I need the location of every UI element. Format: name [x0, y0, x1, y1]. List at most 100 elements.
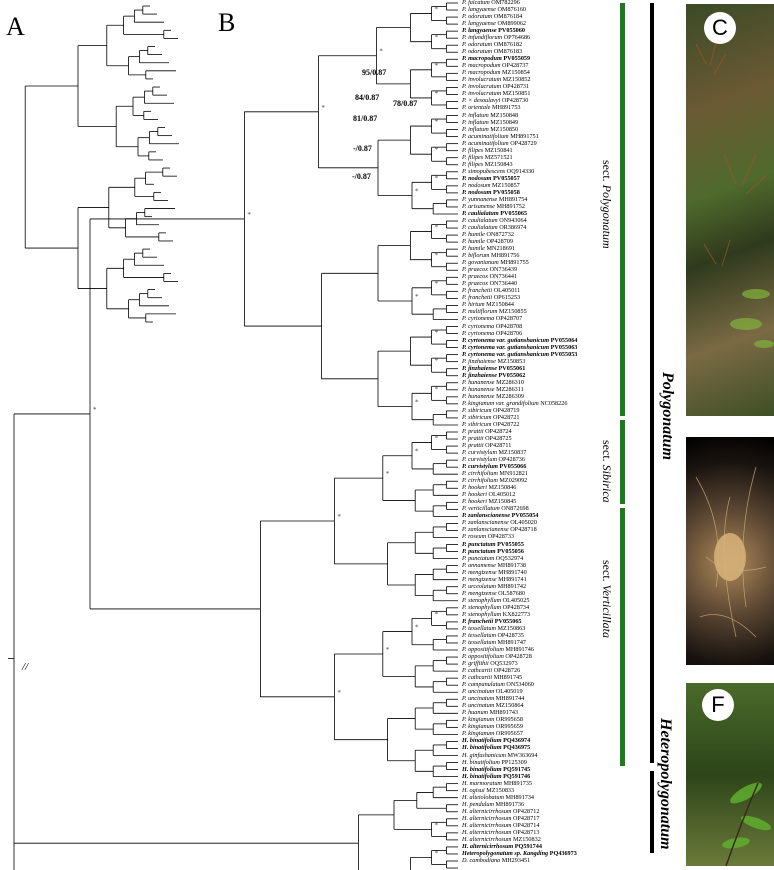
leaf-accession: OP428730	[501, 97, 529, 105]
leaf-label: P. punctatum OQ532974	[462, 554, 523, 563]
leaf-species: H. ginfushanicum	[462, 751, 506, 759]
leaf-species: P. cyrtonema	[462, 329, 495, 337]
leaf-accession: PV055056	[497, 547, 524, 555]
leaf-accession: MZ150863	[497, 624, 526, 632]
leaf-accession: OL405019	[495, 688, 523, 696]
leaf-label: P. franchetii PV055065	[462, 618, 522, 626]
leaf-accession: PQ591744	[514, 842, 542, 850]
panel-label-b: B	[218, 8, 236, 37]
leaf-label: P. tessellatum OP428735	[462, 632, 524, 640]
leaf-label: P. stenophyllum KX822773	[462, 610, 530, 619]
leaf-species: P. stenophyllum	[462, 603, 502, 611]
leaf-species: P. filipes	[462, 146, 484, 154]
leaf-accession: NC058226	[540, 399, 568, 407]
leaf-species: P. yunnanense	[462, 195, 498, 203]
leaf-label: P. govanianum MH891755	[462, 259, 529, 267]
leaf-accession: PV055066	[499, 463, 527, 471]
leaf-species: P. cathcartii	[462, 667, 493, 675]
support-value: 78/0.87	[393, 99, 418, 108]
leaf-label: P. zanlanscianense OL405020	[462, 520, 537, 527]
leaf-accession: OP428731	[502, 83, 530, 91]
leaf-label: H. ogisui MZ150833	[462, 787, 514, 795]
leaf-label: P. prattii OP428711	[462, 442, 511, 450]
leaf-label: P. sibiricum OP428719	[462, 407, 519, 415]
leaf-species: P. odoratum	[462, 13, 493, 21]
leaf-species: H. pendulum	[462, 800, 494, 808]
leaf-species: P. langyaense	[462, 6, 496, 14]
leaf-accession: MZ150857	[491, 181, 520, 189]
leaf-accession: PQ436975	[503, 744, 531, 752]
leaf-label: P. campanulatum ON534060	[462, 681, 534, 689]
leaf-species: P. nodosum	[462, 188, 492, 196]
leaf-accession: MH891743	[489, 709, 519, 717]
leaf-species: Heteropolygonatum sp. Kangding	[462, 849, 549, 857]
leaf-accession: MH891754	[498, 195, 528, 203]
leaf-accession: MH891747	[497, 638, 527, 646]
section-label-sibirica: sect. Sibirica	[600, 440, 614, 503]
leaf-label: H. alternicirrhosum OP428717	[462, 814, 539, 823]
leaf-accession: PV055057	[493, 174, 520, 182]
leaf-label: P. cyrtonema var. gutianshanicum PV05506…	[462, 343, 578, 352]
leaf-species: P. involucratum	[462, 90, 502, 98]
leaf-accession: ON736441	[489, 273, 518, 281]
leaf-label: H. alteiolobatum MH891734	[462, 794, 534, 802]
leaf-label: P. hunanense MZ286311	[462, 386, 524, 394]
leaf-accession: MH891742	[497, 582, 527, 590]
leaf-accession: ON736440	[489, 280, 518, 288]
leaf-accession: MW363694	[507, 751, 538, 759]
leaf-species: P. falcatum	[462, 0, 490, 6]
leaf-species: P. langyaense	[462, 20, 496, 28]
leaf-species: H. alternicirrhosum	[462, 814, 512, 822]
leaf-species: H. alternicirrhosum	[462, 842, 514, 850]
leaf-species: H. binatifolium	[462, 737, 502, 745]
leaf-accession: MZ150846	[488, 484, 517, 492]
leaf-label: P. inflatum MZ150849	[462, 119, 518, 127]
leaf-species: P. macropodum	[462, 69, 501, 77]
leaf-accession: MH891741	[498, 575, 527, 583]
leaf-accession: MH891753	[491, 104, 521, 112]
leaf-label: P. orientale MH891753	[462, 105, 521, 112]
leaf-accession: PV055053	[550, 350, 578, 358]
leaf-label: P. langyaense PV055060	[462, 27, 525, 35]
leaf-accession: PQ591746	[503, 772, 531, 780]
leaf-label: P. mengtzense MH891740	[462, 569, 527, 577]
support-value: -/0.87	[353, 144, 372, 153]
section-bar-sibirica	[620, 420, 625, 504]
leaf-species: P. filipes	[462, 160, 484, 168]
leaf-species: P. cyrtonema var. gutianshanicum	[462, 343, 550, 351]
section-bar-polygonatum	[620, 3, 625, 416]
leaf-accession: OL405020	[510, 519, 537, 527]
svg-text:*: *	[435, 146, 439, 154]
leaf-accession: MZ150864	[495, 702, 524, 710]
leaf-species: P. huanum	[462, 709, 489, 717]
leaf-species: P. mengtzense	[462, 589, 497, 597]
svg-text:*: *	[435, 280, 439, 288]
leaf-accession: MZ150844	[486, 301, 514, 309]
leaf-label: P. uncinatum MZ150864	[462, 703, 524, 710]
leaf-species: P. cyrtonema	[462, 322, 495, 330]
leaf-accession: OP428709	[486, 238, 513, 246]
leaf-species: P. stenophyllum	[462, 610, 502, 618]
leaf-accession: MH891755	[500, 259, 529, 267]
plant-photo-f: F	[686, 683, 774, 866]
leaf-species: P. jinzhaiense	[462, 364, 497, 372]
leaf-label: P. falcatum OM782296	[462, 0, 520, 7]
support-value: 95/0.87	[362, 68, 387, 77]
leaf-accession: PV055063	[550, 343, 578, 351]
leaf-species: P. humile	[462, 245, 485, 253]
svg-text:*: *	[93, 406, 97, 414]
leaf-label: H. alternicirrhosum OP428713	[462, 829, 539, 837]
leaf-label: P. zanlanscianense PV055054	[462, 513, 538, 520]
leaf-accession: OM782296	[491, 0, 520, 6]
leaf-species: H. binatifolium	[462, 758, 500, 766]
leaf-species: H. binatifolium	[462, 744, 502, 752]
leaf-label: P. praecox ON736440	[462, 281, 517, 288]
leaf-accession: MZ150837	[498, 449, 527, 457]
leaf-species: P. caulialatum	[462, 217, 498, 225]
leaf-accession: MZ150841	[484, 146, 513, 154]
leaf-label: P. nodosum PV055058	[462, 188, 520, 197]
leaf-label: P. cyrtonema OP428707	[462, 316, 522, 323]
leaf-accession: OP428725	[485, 435, 512, 443]
leaf-label: P. caulialatum OR386974	[462, 224, 526, 232]
leaf-species: P. punctatum	[462, 554, 495, 562]
